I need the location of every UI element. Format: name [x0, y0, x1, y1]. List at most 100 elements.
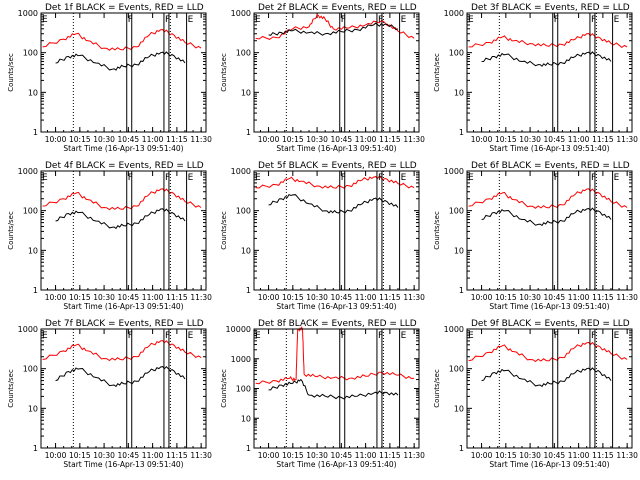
marker-label: E — [468, 331, 474, 341]
plot-frame — [253, 12, 420, 133]
y-tick-label: 10 — [454, 404, 464, 413]
x-tick-label: 10:45 — [544, 135, 566, 144]
y-tick-label: 100 — [236, 207, 251, 216]
y-tick-label: 100 — [23, 365, 38, 374]
marker-label: F — [341, 173, 346, 183]
marker-label: E — [468, 15, 474, 25]
y-tick-label: 100 — [449, 365, 464, 374]
x-tick-label: 10:00 — [258, 135, 280, 144]
marker-label: E — [255, 331, 261, 341]
x-tick-label: 10:00 — [258, 293, 280, 302]
y-tick-label: 10 — [28, 246, 38, 255]
x-tick-label: 10:45 — [331, 451, 353, 460]
x-tick-label: 10:30 — [519, 135, 541, 144]
y-tick-label: 10 — [241, 246, 251, 255]
y-tick-label: 1 — [459, 128, 464, 137]
x-axis-label: Start Time (16-Apr-13 09:51:40) — [63, 144, 183, 153]
y-axis-label: Counts/sec — [220, 369, 228, 408]
x-tick-label: 11:30 — [190, 451, 212, 460]
y-tick-label: 1000 — [18, 167, 38, 176]
x-tick-label: 10:45 — [118, 451, 140, 460]
y-tick-label: 100 — [449, 49, 464, 58]
marker-label: E — [188, 331, 194, 341]
chart-title: Det 9f BLACK = Events, RED = LLD — [471, 319, 630, 329]
y-tick-label: 1000 — [444, 9, 464, 18]
x-tick-label: 11:00 — [355, 451, 377, 460]
x-tick-label: 11:00 — [568, 135, 590, 144]
y-tick-label: 100 — [236, 49, 251, 58]
x-axis-label: Start Time (16-Apr-13 09:51:40) — [63, 302, 183, 311]
chart-panel: Det 4f BLACK = Events, RED = LLD Counts/s… — [7, 161, 212, 311]
y-axis-label: Counts/sec — [220, 211, 228, 250]
x-tick-label: 10:30 — [93, 451, 115, 460]
y-tick-label: 1000 — [444, 325, 464, 334]
x-tick-label: 11:15 — [592, 451, 614, 460]
x-tick-label: 11:00 — [142, 135, 164, 144]
y-axis-label: Counts/sec — [220, 53, 228, 92]
y-tick-label: 10 — [454, 88, 464, 97]
y-tick-label: 10 — [241, 88, 251, 97]
x-tick-label: 10:45 — [331, 135, 353, 144]
y-tick-label: 10000 — [226, 325, 251, 334]
x-axis-label: Start Time (16-Apr-13 09:51:40) — [489, 302, 609, 311]
marker-label: F — [554, 173, 559, 183]
marker-label: E — [614, 331, 620, 341]
marker-label: F — [128, 331, 133, 341]
chart-title: Det 3f BLACK = Events, RED = LLD — [471, 3, 630, 13]
marker-label: F — [165, 15, 170, 25]
x-tick-label: 10:15 — [495, 451, 517, 460]
x-tick-label: 10:30 — [306, 451, 328, 460]
x-tick-label: 11:00 — [568, 451, 590, 460]
x-axis-label: Start Time (16-Apr-13 09:51:40) — [489, 460, 609, 469]
x-tick-label: 10:45 — [544, 451, 566, 460]
plot-frame — [253, 170, 420, 291]
marker-label: E — [401, 15, 407, 25]
x-tick-label: 11:15 — [166, 293, 188, 302]
marker-label: E — [614, 173, 620, 183]
y-tick-label: 1 — [33, 286, 38, 295]
chart-title: Det 5f BLACK = Events, RED = LLD — [258, 161, 417, 171]
series-line-lld — [42, 188, 202, 211]
x-tick-label: 11:30 — [190, 293, 212, 302]
x-tick-label: 10:45 — [331, 293, 353, 302]
x-tick-label: 10:00 — [45, 451, 67, 460]
series-line-events — [481, 207, 612, 227]
chart-title: Det 4f BLACK = Events, RED = LLD — [45, 161, 204, 171]
plot-frame — [40, 170, 207, 291]
x-tick-label: 10:00 — [471, 451, 493, 460]
x-tick-label: 10:15 — [69, 293, 91, 302]
x-axis-label: Start Time (16-Apr-13 09:51:40) — [63, 460, 183, 469]
marker-label: E — [42, 15, 48, 25]
y-tick-label: 1 — [459, 286, 464, 295]
series-line-events — [55, 208, 186, 230]
chart-title: Det 8f BLACK = Events, RED = LLD — [258, 319, 417, 329]
marker-label: F — [378, 173, 383, 183]
marker-label: F — [591, 173, 596, 183]
series-line-lld — [255, 175, 415, 189]
marker-label: F — [128, 15, 133, 25]
x-tick-label: 11:15 — [166, 451, 188, 460]
x-tick-label: 10:30 — [519, 293, 541, 302]
marker-label: F — [554, 15, 559, 25]
y-tick-label: 1 — [459, 444, 464, 453]
marker-label: F — [341, 331, 346, 341]
chart-title: Det 1f BLACK = Events, RED = LLD — [45, 3, 204, 13]
x-tick-label: 10:15 — [69, 451, 91, 460]
plot-frame — [466, 12, 633, 133]
plot-frame — [40, 328, 207, 449]
x-tick-label: 10:00 — [45, 293, 67, 302]
x-tick-label: 11:00 — [142, 293, 164, 302]
x-tick-label: 11:00 — [142, 451, 164, 460]
y-tick-label: 10 — [28, 404, 38, 413]
plot-frame — [40, 12, 207, 133]
x-tick-label: 10:15 — [69, 135, 91, 144]
y-tick-label: 100 — [23, 207, 38, 216]
series-line-events — [268, 193, 399, 214]
chart-panel: Det 1f BLACK = Events, RED = LLD Counts/s… — [7, 3, 212, 153]
x-axis-label: Start Time (16-Apr-13 09:51:40) — [489, 144, 609, 153]
x-tick-label: 10:00 — [471, 135, 493, 144]
x-tick-label: 11:15 — [379, 293, 401, 302]
x-tick-label: 10:30 — [93, 135, 115, 144]
x-tick-label: 11:15 — [166, 135, 188, 144]
